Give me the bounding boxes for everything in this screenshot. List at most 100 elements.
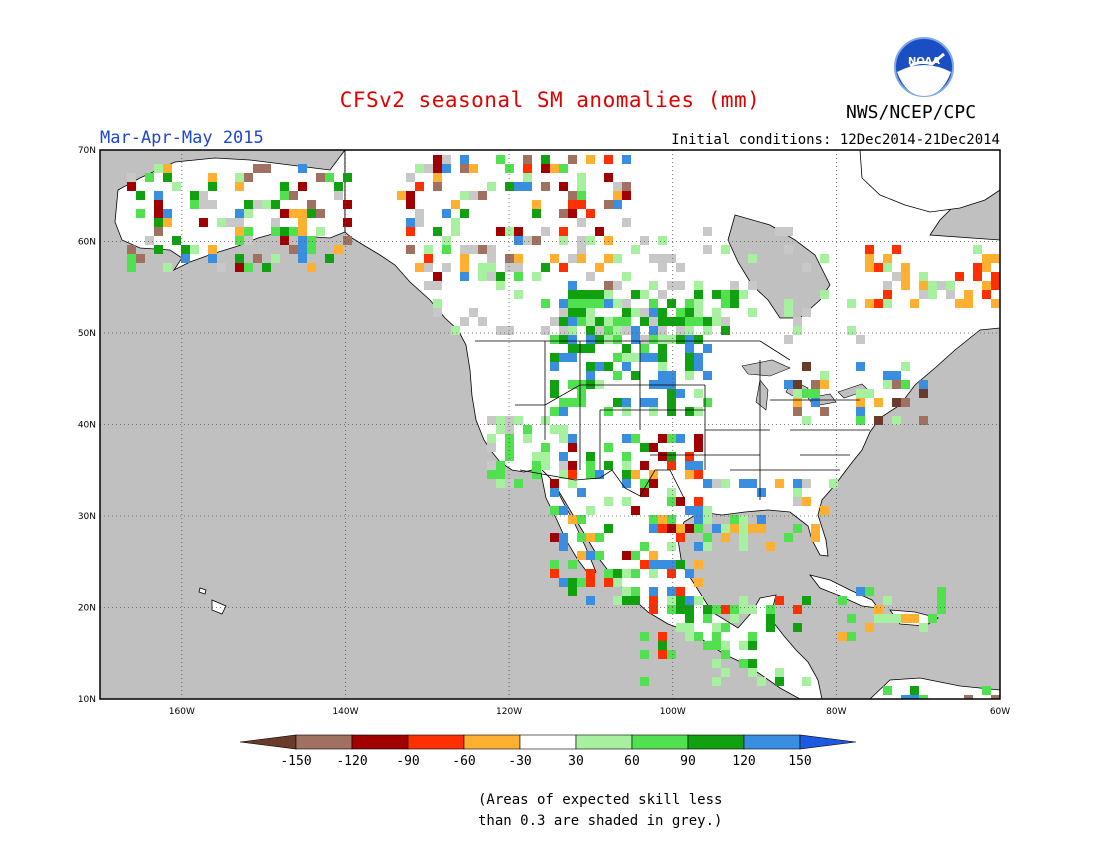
colorbar-swatch [295,734,353,750]
anomaly-cell [523,155,532,164]
anomaly-cell [739,524,748,533]
anomaly-cell [343,200,352,209]
anomaly-cell [262,263,271,272]
anomaly-cell [181,254,190,263]
anomaly-cell [865,254,874,263]
anomaly-cell [514,479,523,488]
anomaly-cell [424,254,433,263]
anomaly-cell [577,551,586,560]
anomaly-cell [532,200,541,209]
anomaly-cell [253,164,262,173]
anomaly-cell [433,281,442,290]
anomaly-cell [415,164,424,173]
anomaly-cell [649,479,658,488]
anomaly-cell [604,281,613,290]
anomaly-cell [766,623,775,632]
anomaly-cell [667,281,676,290]
anomaly-cell [460,155,469,164]
anomaly-cell [442,263,451,272]
anomaly-cell [883,380,892,389]
anomaly-cell [937,281,946,290]
anomaly-cell [577,299,586,308]
anomaly-cell [883,254,892,263]
anomaly-cell [784,335,793,344]
latitude-tick-label: 70N [78,146,96,156]
anomaly-cell [505,452,514,461]
anomaly-cell [586,380,595,389]
anomaly-cell [604,173,613,182]
anomaly-cell [676,497,685,506]
anomaly-cell [901,263,910,272]
colorbar-low-arrow [239,734,297,750]
anomaly-cell [613,254,622,263]
anomaly-cell [865,587,874,596]
anomaly-cell [442,155,451,164]
anomaly-cell [127,173,136,182]
anomaly-cell [577,182,586,191]
anomaly-cell [550,560,559,569]
anomaly-cell [487,434,496,443]
anomaly-cell [910,299,919,308]
anomaly-cell [865,623,874,632]
anomaly-cell [982,281,991,290]
anomaly-cell [460,317,469,326]
anomaly-cell [649,380,658,389]
skill-note-line-1: (Areas of expected skill less [478,792,723,808]
anomaly-cell [685,596,694,605]
anomaly-cell [433,308,442,317]
anomaly-cell [451,227,460,236]
anomaly-cell [622,470,631,479]
anomaly-cell [739,641,748,650]
anomaly-cell [559,164,568,173]
anomaly-cell [892,614,901,623]
anomaly-cell [640,344,649,353]
anomaly-cell [739,515,748,524]
anomaly-cell [442,209,451,218]
anomaly-cell [667,389,676,398]
anomaly-cell [883,596,892,605]
anomaly-cell [874,614,883,623]
anomaly-cell [784,227,793,236]
anomaly-cell [541,164,550,173]
anomaly-cell [613,326,622,335]
anomaly-cell [658,317,667,326]
anomaly-cell [685,605,694,614]
anomaly-cell [478,245,487,254]
anomaly-cell [811,398,820,407]
anomaly-cell [802,416,811,425]
anomaly-cell [658,335,667,344]
anomaly-cell [901,695,910,699]
anomaly-cell [631,353,640,362]
anomaly-cell [658,452,667,461]
anomaly-cell [676,533,685,542]
anomaly-cell [262,200,271,209]
anomaly-cell [298,209,307,218]
noaa-logo-icon: NOAA [894,37,954,97]
anomaly-cell [793,488,802,497]
anomaly-cell [613,200,622,209]
anomaly-cell [406,200,415,209]
skill-note-line-2: than 0.3 are shaded in grey.) [478,813,723,829]
anomaly-cell [334,182,343,191]
anomaly-cell [622,479,631,488]
anomaly-cell [442,164,451,173]
anomaly-cell [640,542,649,551]
anomaly-cell [217,263,226,272]
anomaly-cell [838,596,847,605]
anomaly-cell [622,461,631,470]
anomaly-cell [208,200,217,209]
anomaly-cell [289,245,298,254]
anomaly-cell [433,164,442,173]
colorbar-label: -90 [396,754,419,769]
latitude-tick-label: 30N [78,512,96,522]
anomaly-cell [658,362,667,371]
anomaly-cell [604,155,613,164]
colorbar-label: 150 [788,754,811,769]
anomaly-cell [694,407,703,416]
anomaly-cell [667,407,676,416]
anomaly-cell [748,605,757,614]
anomaly-cell [235,182,244,191]
anomaly-cell [496,425,505,434]
anomaly-cell [586,362,595,371]
anomaly-cell [694,596,703,605]
